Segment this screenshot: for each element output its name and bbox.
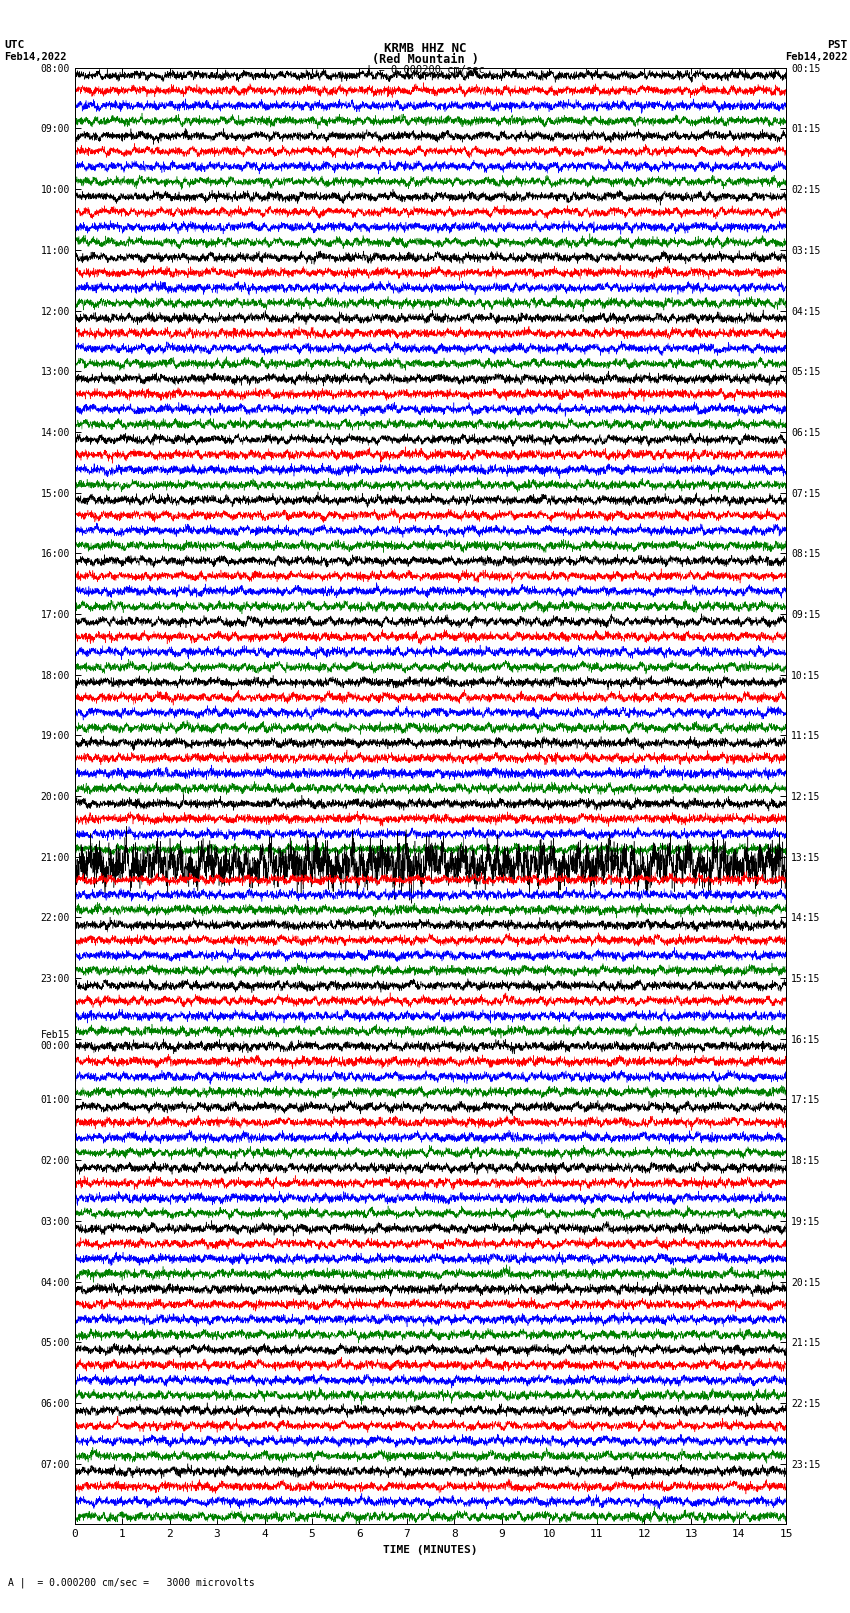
Text: Feb14,2022: Feb14,2022 [785,52,847,61]
Text: A |  = 0.000200 cm/sec =   3000 microvolts: A | = 0.000200 cm/sec = 3000 microvolts [8,1578,255,1589]
Text: Feb14,2022: Feb14,2022 [4,52,67,61]
Text: KRMB HHZ NC: KRMB HHZ NC [383,42,467,55]
Text: UTC: UTC [4,40,25,50]
Text: PST: PST [827,40,847,50]
Text: (Red Mountain ): (Red Mountain ) [371,53,479,66]
Text: | = 0.000200 cm/sec: | = 0.000200 cm/sec [366,65,484,76]
X-axis label: TIME (MINUTES): TIME (MINUTES) [383,1545,478,1555]
